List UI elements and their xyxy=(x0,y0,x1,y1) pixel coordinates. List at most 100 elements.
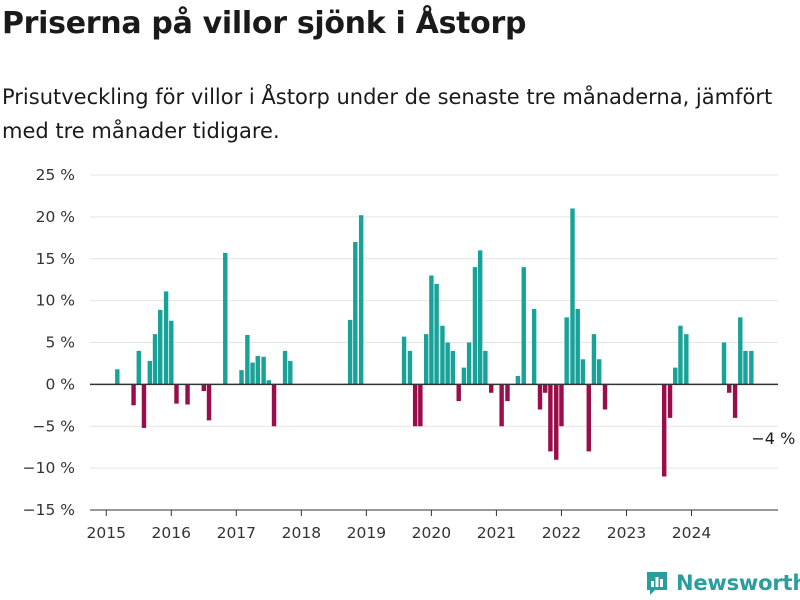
bar xyxy=(152,334,158,385)
y-tick-label: −15 % xyxy=(23,501,75,519)
bar xyxy=(266,380,272,385)
x-tick-label: 2017 xyxy=(217,524,256,542)
x-tick-label: 2024 xyxy=(672,524,711,542)
bar xyxy=(596,359,602,385)
bar xyxy=(727,384,732,393)
gridlines xyxy=(90,174,778,511)
axis-labels: 25 % 20 % 15 % 10 % 5 % 0 % −5 % −10 % −15 % 2015… xyxy=(23,166,796,542)
price-change-chart: 25 % 20 % 15 % 10 % 5 % 0 % −5 % −10 % −15 % 2015… xyxy=(23,166,796,542)
bar xyxy=(684,334,689,385)
brand-name: Newsworthy xyxy=(676,571,800,595)
bar xyxy=(401,336,407,385)
bar xyxy=(412,384,418,427)
axes xyxy=(90,383,778,516)
bar xyxy=(537,384,543,410)
x-tick-label: 2018 xyxy=(282,524,321,542)
bar xyxy=(570,208,575,385)
bar xyxy=(531,309,537,385)
bar xyxy=(554,384,559,460)
page-title: Priserna på villor sjönk i Åstorp xyxy=(2,6,527,41)
y-tick-label: 20 % xyxy=(36,208,75,226)
bar xyxy=(483,350,488,385)
page-subtitle: Prisutveckling för villor i Åstorp under… xyxy=(2,85,773,143)
y-tick-label: 0 % xyxy=(45,375,75,393)
bar xyxy=(505,384,510,402)
bar xyxy=(169,320,174,385)
bar xyxy=(271,384,277,427)
bar xyxy=(721,342,727,385)
bar xyxy=(575,309,580,385)
bar xyxy=(434,283,439,385)
bar xyxy=(418,384,423,427)
bar xyxy=(255,355,260,385)
bar xyxy=(661,384,667,477)
y-tick-label: −10 % xyxy=(23,459,75,477)
x-tick-label: 2021 xyxy=(477,524,516,542)
bar xyxy=(245,334,250,385)
bar xyxy=(174,384,179,404)
bar xyxy=(564,317,569,385)
bar xyxy=(250,362,255,385)
bar xyxy=(591,334,597,385)
bar xyxy=(586,384,591,452)
bar xyxy=(163,291,169,385)
x-tick-label: 2022 xyxy=(542,524,581,542)
bar xyxy=(429,275,434,385)
last-value-label: −4 % xyxy=(751,429,795,448)
bar xyxy=(673,367,678,385)
bar xyxy=(489,384,494,393)
bar xyxy=(223,252,228,385)
bar xyxy=(667,384,673,418)
bar xyxy=(239,370,244,385)
bar xyxy=(542,384,548,393)
bar xyxy=(732,384,738,418)
newsworthy-logo-icon xyxy=(647,572,667,595)
x-tick-label: 2016 xyxy=(152,524,191,542)
bar xyxy=(580,359,586,385)
y-tick-label: 10 % xyxy=(36,292,75,310)
bar xyxy=(602,384,608,410)
bars xyxy=(115,208,754,477)
bar xyxy=(131,384,136,406)
bar xyxy=(407,350,413,385)
bar xyxy=(456,384,461,402)
bar xyxy=(136,350,141,385)
bar xyxy=(445,342,450,385)
bar xyxy=(440,325,445,385)
y-tick-label: 25 % xyxy=(36,166,75,184)
bar xyxy=(559,384,564,427)
bar xyxy=(261,356,266,385)
x-tick-label: 2015 xyxy=(87,524,126,542)
bar xyxy=(282,350,288,385)
x-tick-label: 2023 xyxy=(607,524,646,542)
bar xyxy=(515,376,521,385)
bar xyxy=(353,242,358,385)
bar xyxy=(141,384,147,428)
bar xyxy=(738,317,743,385)
bar xyxy=(521,267,526,385)
bar xyxy=(358,215,364,385)
bar xyxy=(477,250,483,385)
bar xyxy=(749,350,754,385)
bar xyxy=(185,384,190,405)
y-tick-label: 5 % xyxy=(45,334,75,352)
y-tick-label: 15 % xyxy=(36,250,75,268)
bar xyxy=(548,384,553,452)
bar xyxy=(206,384,212,421)
bar xyxy=(678,325,683,385)
bar xyxy=(115,369,120,385)
bar xyxy=(423,334,429,385)
bar xyxy=(499,384,504,427)
bar xyxy=(472,267,478,385)
bar xyxy=(288,360,293,385)
bar xyxy=(466,342,472,385)
x-tick-label: 2020 xyxy=(412,524,451,542)
x-tick-label: 2019 xyxy=(347,524,386,542)
bar xyxy=(347,319,353,385)
bar xyxy=(743,350,748,385)
brand-logo: Newsworthy xyxy=(645,568,800,598)
bar xyxy=(201,384,207,392)
bar xyxy=(158,309,163,385)
bar xyxy=(147,360,153,385)
y-tick-label: −5 % xyxy=(32,417,75,435)
